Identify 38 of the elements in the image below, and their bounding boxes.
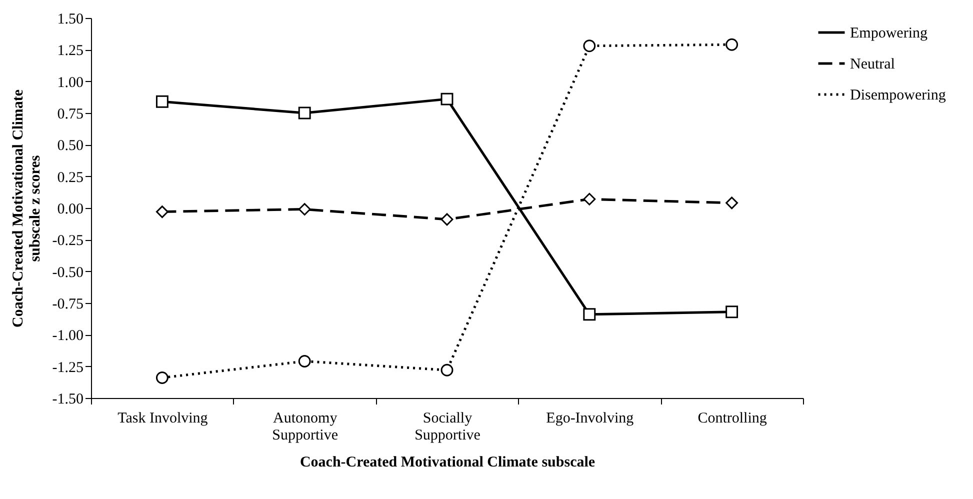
point [726,196,738,210]
point [440,92,454,106]
y-tick-label: 0.25 [57,170,84,186]
y-tick-label: -0.50 [52,264,84,281]
y-tick-label: 0.50 [57,138,84,154]
x-tick-label: Socially Supportive [414,410,481,444]
point [298,355,311,368]
point [156,372,168,384]
legend-label: Neutral [850,56,895,72]
point [583,308,596,321]
legend-label: Empowering [850,26,928,42]
point [583,192,596,206]
y-axis-title: Coach-Created Motivational Climate subscale z scores [10,89,44,328]
y-tick-label: -1.00 [52,328,84,344]
x-tick-label: Task Involving [118,410,208,426]
x-tick-label: Autonomy Supportive [272,410,338,444]
y-tick-label: -0.25 [52,233,84,250]
point [298,203,311,216]
y-tick-label: -1.25 [52,360,84,376]
x-tick-label: Ego-Involving [546,410,634,426]
x-axis-title: Coach-Created Motivational Climate subscale [300,454,596,470]
point [156,206,168,218]
legend-label: Disempowering [850,88,946,104]
y-tick-label: -1.50 [52,392,84,408]
point [726,38,738,51]
point [440,213,454,226]
y-tick-label: 1.25 [57,43,84,60]
y-tick-label: 0.75 [57,106,84,122]
y-tick-label: 1.50 [57,12,84,28]
point [156,95,168,108]
y-tick-label: 0.00 [57,202,84,218]
x-tick-label: Controlling [698,410,768,426]
point [726,306,738,318]
point [440,364,454,376]
point [298,106,311,120]
point [583,40,596,52]
y-tick-label: -0.75 [52,296,84,312]
y-tick-label: 1.00 [57,74,84,91]
